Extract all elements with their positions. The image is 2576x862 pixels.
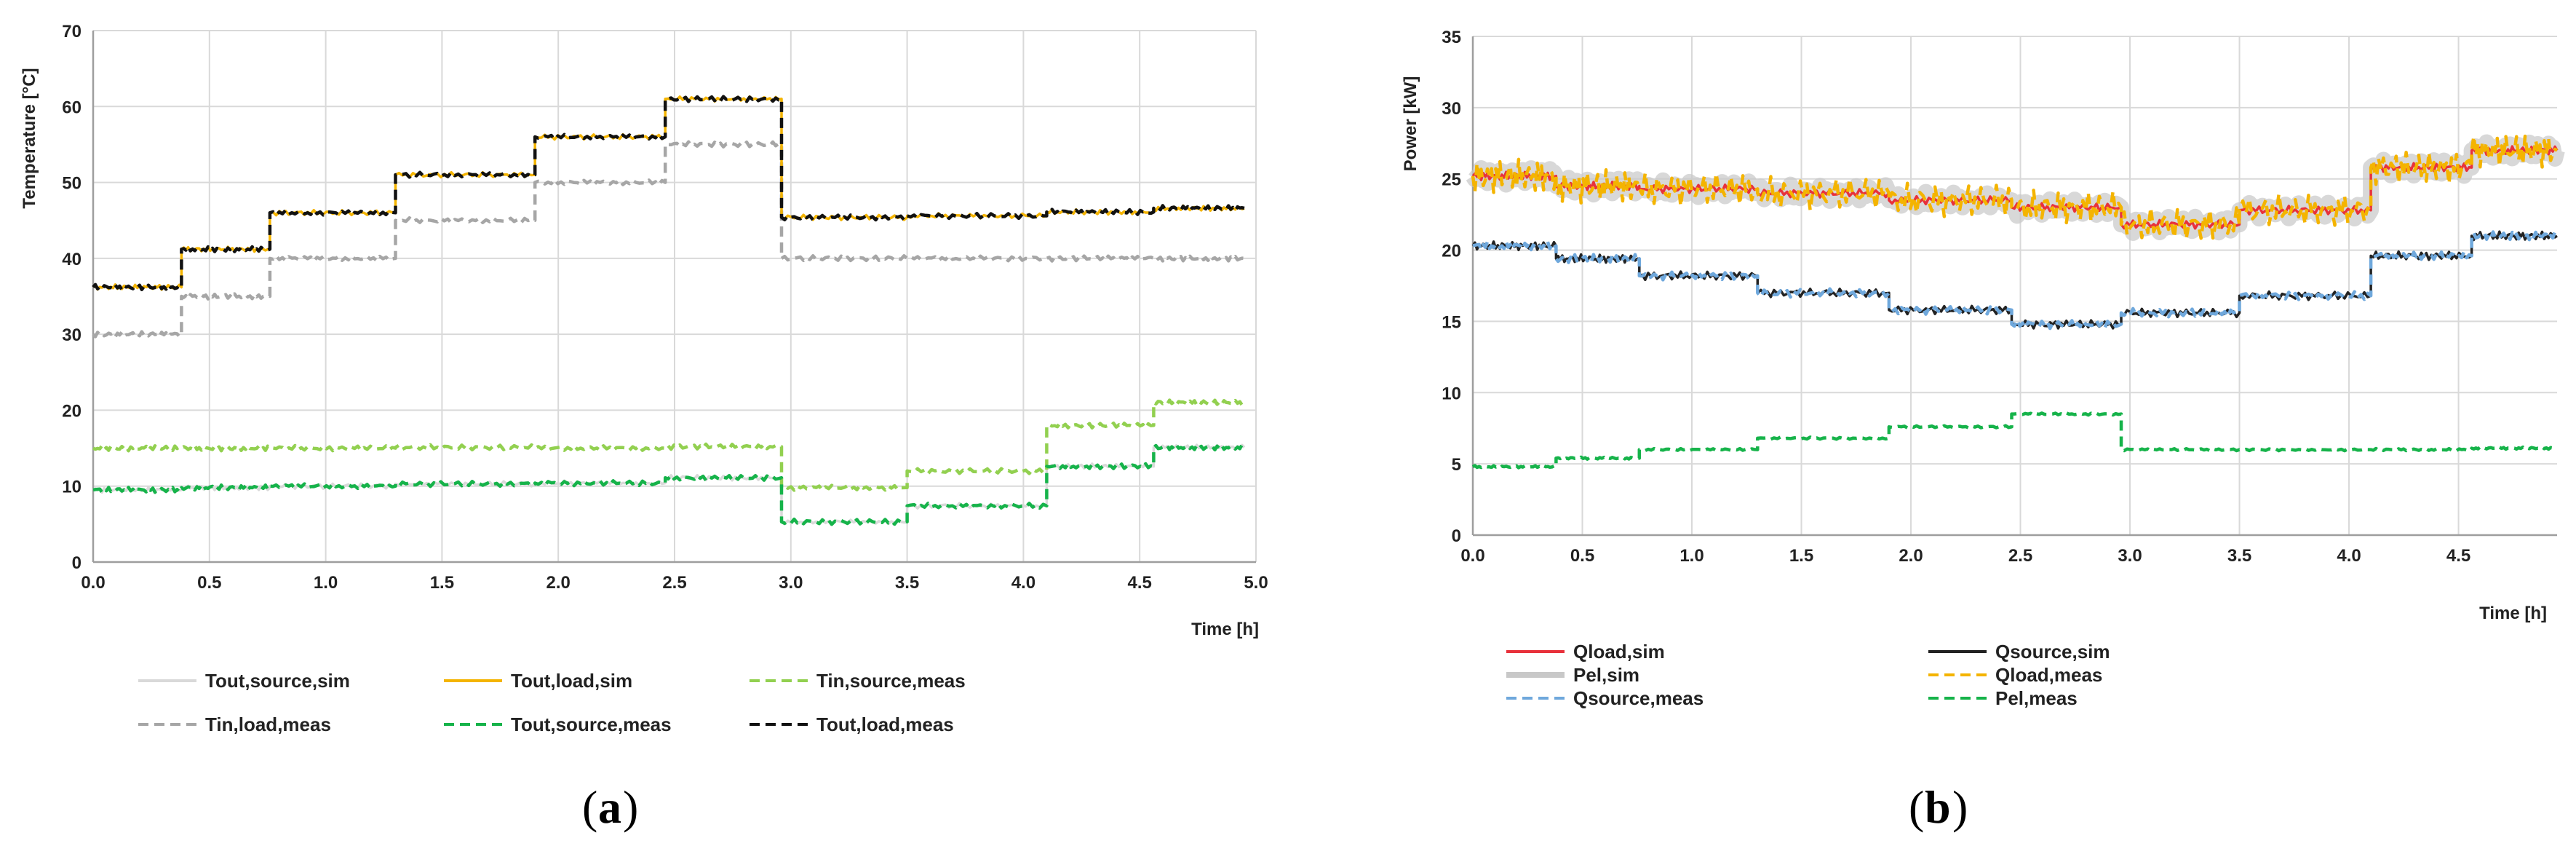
chart-a-legend: Tout,source,sim Tout,load,sim Tin,source,m…: [138, 670, 966, 735]
chart-a: 0.0 0.5 1.0 1.5 2.0 2.5 3.0 3.5 4.0 4.5 5.0 0 10 20 30…: [62, 22, 1268, 735]
svg-text:a: a: [598, 781, 621, 833]
chart-a-ytick: 20: [62, 401, 82, 421]
chart-b-xtick: 3.0: [2118, 546, 2142, 566]
chart-a-xtick: 0.0: [81, 573, 105, 593]
chart-a-xtick: 2.0: [546, 573, 571, 593]
chart-b-xtick: 1.5: [1789, 546, 1813, 566]
chart-a-xtick: 3.5: [895, 573, 919, 593]
svg-text:): ): [1952, 781, 1968, 833]
chart-b-ytick: 20: [1442, 242, 1461, 261]
chart-a-xtick: 0.5: [197, 573, 221, 593]
chart-a-ytick: 50: [62, 174, 82, 194]
panel-label-a: ( a ): [582, 781, 638, 833]
chart-a-series-tout-load-sim: [92, 95, 1245, 291]
legend-entry: Tout,load,meas: [816, 713, 954, 735]
chart-a-xtick: 2.5: [662, 573, 686, 593]
legend-entry: Pel,sim: [1573, 664, 1639, 686]
panel-label-b: ( b ): [1909, 781, 1968, 833]
chart-a-xlabel: Time [h]: [1191, 620, 1259, 639]
chart-a-series-tin-load-meas: [92, 140, 1245, 339]
chart-b-xlabel: Time [h]: [2479, 604, 2547, 623]
chart-b-xtick: 1.0: [1679, 546, 1704, 566]
chart-b-ytick: 5: [1452, 455, 1461, 475]
svg-text:): ): [623, 781, 638, 833]
chart-b-series-qsource-meas: [1472, 229, 2559, 331]
chart-a-xtick: 4.0: [1011, 573, 1035, 593]
chart-a-xtick: 1.0: [314, 573, 338, 593]
chart-a-ytick: 40: [62, 250, 82, 269]
chart-b-ytick: 10: [1442, 384, 1461, 403]
chart-b-ytick: 35: [1442, 28, 1461, 47]
legend-entry: Tout,source,sim: [205, 670, 350, 692]
chart-b-xtick: 0.0: [1460, 546, 1484, 566]
chart-b-xtick: 0.5: [1570, 546, 1594, 566]
legend-entry: Qload,meas: [1995, 664, 2102, 686]
chart-b-series-qsource-sim: [1471, 230, 2558, 330]
chart-a-ytick: 60: [62, 98, 82, 117]
chart-b: 0.0 0.5 1.0 1.5 2.0 2.5 3.0 3.5 4.0 4.5 0 5 10 15 20 25…: [1442, 28, 2565, 709]
chart-b-xtick: 3.5: [2227, 546, 2251, 566]
chart-a-ylabel: Temperature [°C]: [20, 68, 39, 208]
svg-text:(: (: [582, 781, 597, 833]
legend-entry: Qsource,sim: [1995, 641, 2110, 663]
chart-b-ytick: 15: [1442, 312, 1461, 332]
chart-b-ytick: 30: [1442, 99, 1461, 119]
chart-a-series-tout-load-meas: [92, 95, 1245, 292]
legend-entry: Tin,load,meas: [205, 713, 331, 735]
legend-entry: Pel,meas: [1995, 687, 2078, 709]
chart-b-ytick: 25: [1442, 170, 1461, 190]
chart-b-ytick: 0: [1452, 526, 1461, 546]
chart-a-ytick: 70: [62, 22, 82, 41]
svg-text:b: b: [1925, 781, 1951, 833]
chart-a-series-tin-source-meas: [92, 398, 1246, 492]
legend-entry: Qsource,meas: [1573, 687, 1704, 709]
legend-entry: Tout,load,sim: [511, 670, 632, 692]
chart-a-xtick: 3.0: [779, 573, 803, 593]
chart-b-xtick: 2.0: [1899, 546, 1923, 566]
chart-a-xtick: 4.5: [1128, 573, 1152, 593]
chart-b-series-pel-meas: [1471, 411, 2558, 470]
chart-a-ytick: 30: [62, 325, 82, 345]
chart-b-xtick: 4.5: [2446, 546, 2470, 566]
svg-text:(: (: [1909, 781, 1924, 833]
legend-entry: Qload,sim: [1573, 641, 1665, 663]
chart-a-ytick: 10: [62, 478, 82, 497]
legend-entry: Tin,source,meas: [816, 670, 966, 692]
chart-b-xtick: 4.0: [2337, 546, 2361, 566]
chart-b-xtick: 2.5: [2008, 546, 2032, 566]
chart-a-series-tout-source-meas: [92, 443, 1246, 526]
chart-b-ylabel: Power [kW]: [1401, 76, 1420, 172]
chart-b-legend: Qload,sim Qsource,sim Pel,sim Qload,meas Qso…: [1506, 641, 2110, 709]
chart-a-xtick: 5.0: [1244, 573, 1268, 593]
chart-b-series-qload-meas: [1471, 134, 2559, 240]
chart-a-ytick: 0: [72, 553, 82, 573]
chart-a-xtick: 1.5: [430, 573, 454, 593]
legend-entry: Tout,source,meas: [511, 713, 672, 735]
